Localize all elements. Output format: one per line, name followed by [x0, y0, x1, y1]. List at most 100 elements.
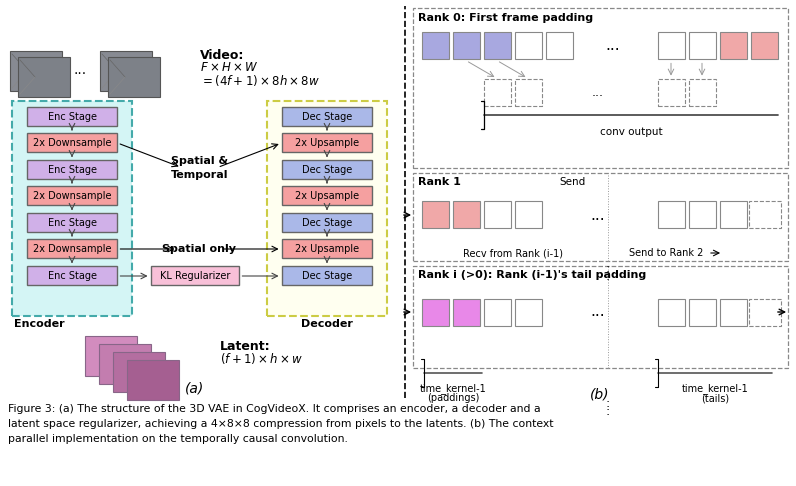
Bar	[99, 344, 151, 384]
Text: Enc Stage: Enc Stage	[48, 271, 96, 281]
Bar	[282, 187, 372, 206]
Bar	[282, 213, 372, 232]
Bar	[657, 202, 685, 228]
Bar	[27, 240, 117, 259]
Text: Decoder: Decoder	[301, 319, 353, 329]
Bar	[413, 266, 788, 368]
Text: conv output: conv output	[599, 127, 662, 137]
Bar	[689, 33, 716, 59]
Bar	[108, 57, 160, 97]
Bar	[720, 33, 747, 59]
Bar	[422, 298, 448, 326]
Text: $= (4f+1) \times 8h \times 8w$: $= (4f+1) \times 8h \times 8w$	[200, 73, 320, 88]
Bar	[282, 107, 372, 126]
Text: 2x Downsample: 2x Downsample	[33, 138, 111, 148]
Text: Spatial &: Spatial &	[171, 156, 228, 167]
Bar	[514, 80, 541, 106]
Bar	[27, 134, 117, 153]
Bar	[27, 187, 117, 206]
Text: Send: Send	[560, 177, 586, 187]
Text: ...: ...	[591, 305, 605, 319]
Bar	[127, 360, 179, 400]
Bar	[483, 80, 510, 106]
Text: (tails): (tails)	[701, 393, 729, 403]
Bar	[27, 107, 117, 126]
Bar	[151, 266, 239, 285]
Bar	[422, 202, 448, 228]
Text: ...: ...	[606, 38, 620, 53]
Bar	[10, 51, 62, 91]
Text: :: :	[606, 271, 610, 283]
Bar	[483, 298, 510, 326]
Text: KL Regularizer: KL Regularizer	[160, 271, 230, 281]
Text: 2x Upsample: 2x Upsample	[295, 244, 359, 254]
Bar	[452, 202, 479, 228]
Bar	[749, 298, 781, 326]
Text: (a): (a)	[185, 381, 205, 395]
Bar	[422, 33, 448, 59]
Text: Spatial only: Spatial only	[162, 244, 236, 254]
Bar	[85, 336, 137, 376]
Text: (b): (b)	[591, 387, 610, 401]
Text: ...: ...	[592, 87, 604, 100]
Bar	[27, 266, 117, 285]
Text: (paddings): (paddings)	[427, 393, 479, 403]
Text: Rank 0: First frame padding: Rank 0: First frame padding	[418, 13, 593, 23]
Bar	[657, 298, 685, 326]
Text: 2x Downsample: 2x Downsample	[33, 191, 111, 201]
Bar	[545, 33, 572, 59]
Bar	[514, 33, 541, 59]
Text: time_kernel-1: time_kernel-1	[681, 383, 748, 394]
Text: latent space regularizer, achieving a 4×8×8 compression from pixels to the laten: latent space regularizer, achieving a 4×…	[8, 419, 553, 429]
Bar	[27, 213, 117, 232]
Text: Rank 1: Rank 1	[418, 177, 461, 187]
Bar	[720, 202, 747, 228]
Text: Temporal: Temporal	[171, 171, 228, 180]
Text: 2x Upsample: 2x Upsample	[295, 138, 359, 148]
Text: ...: ...	[591, 208, 605, 223]
Text: time_kernel-1: time_kernel-1	[419, 383, 486, 394]
Text: $(f+1) \times h \times w$: $(f+1) \times h \times w$	[220, 351, 303, 366]
Text: :: :	[606, 397, 610, 410]
Bar	[689, 80, 716, 106]
Text: :: :	[606, 404, 610, 417]
Text: Figure 3: (a) The structure of the 3D VAE in CogVideoX. It comprises an encoder,: Figure 3: (a) The structure of the 3D VA…	[8, 404, 540, 414]
Bar	[657, 33, 685, 59]
Text: :: :	[606, 262, 610, 276]
Text: Enc Stage: Enc Stage	[48, 112, 96, 122]
Text: Rank i (>0): Rank (i-1)'s tail padding: Rank i (>0): Rank (i-1)'s tail padding	[418, 270, 646, 280]
Text: Dec Stage: Dec Stage	[302, 218, 352, 228]
Bar	[689, 298, 716, 326]
Bar	[689, 202, 716, 228]
Bar	[282, 134, 372, 153]
Bar	[483, 33, 510, 59]
Bar	[267, 101, 387, 316]
Text: $F \times H \times W$: $F \times H \times W$	[200, 62, 259, 74]
Bar	[749, 202, 781, 228]
Text: Dec Stage: Dec Stage	[302, 112, 352, 122]
Bar	[27, 160, 117, 179]
Text: Dec Stage: Dec Stage	[302, 271, 352, 281]
Bar	[514, 202, 541, 228]
Bar	[282, 240, 372, 259]
Bar	[720, 298, 747, 326]
Bar	[751, 33, 778, 59]
Text: ...: ...	[73, 63, 87, 77]
Text: 2x Downsample: 2x Downsample	[33, 244, 111, 254]
Bar	[483, 202, 510, 228]
Bar	[452, 33, 479, 59]
Text: parallel implementation on the temporally causal convolution.: parallel implementation on the temporall…	[8, 434, 348, 444]
Text: Video:: Video:	[200, 50, 244, 63]
Text: Recv from Rank (i-1): Recv from Rank (i-1)	[463, 248, 563, 258]
Bar	[18, 57, 70, 97]
Bar	[452, 298, 479, 326]
Bar	[282, 266, 372, 285]
Text: Enc Stage: Enc Stage	[48, 165, 96, 175]
Text: Send to Rank 2: Send to Rank 2	[629, 248, 703, 258]
Text: Encoder: Encoder	[14, 319, 64, 329]
Bar	[413, 173, 788, 261]
Bar	[514, 298, 541, 326]
Text: 2x Upsample: 2x Upsample	[295, 191, 359, 201]
Bar	[100, 51, 152, 91]
Bar	[413, 8, 788, 168]
